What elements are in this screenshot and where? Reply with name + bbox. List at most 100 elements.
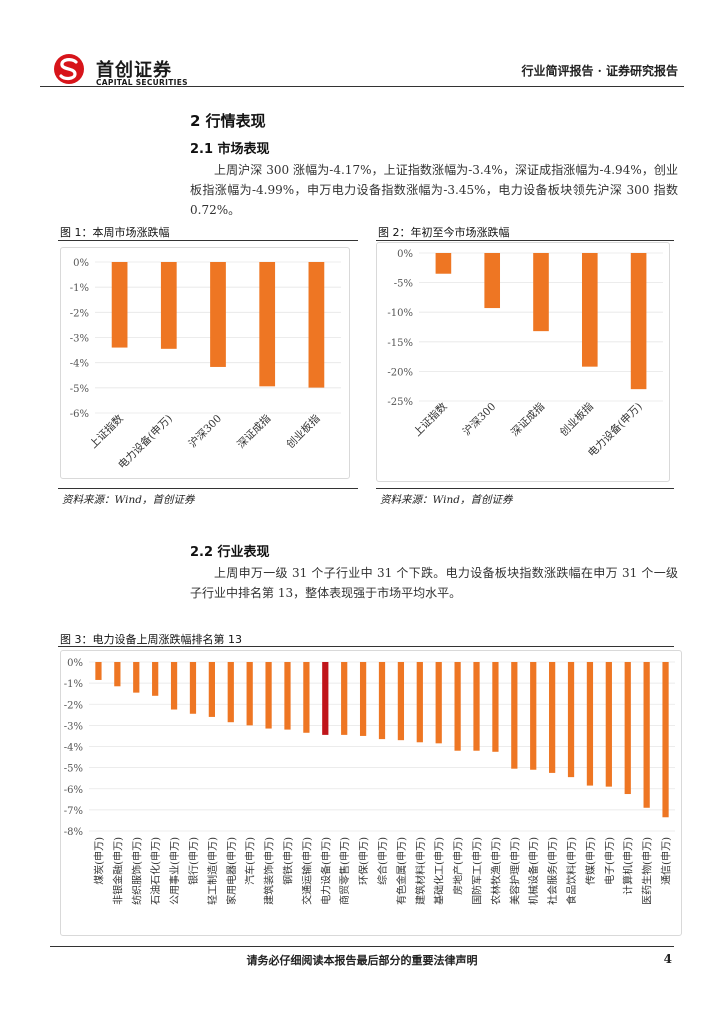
bar <box>530 662 537 770</box>
y-tick-label: -6% <box>64 785 83 796</box>
x-category-label: 银行(申万) <box>187 837 200 885</box>
bar <box>210 262 226 367</box>
bar <box>246 662 253 726</box>
y-tick-label: -5% <box>64 764 83 775</box>
y-tick-label: -4% <box>64 743 83 754</box>
x-category-label: 创业板指 <box>284 412 323 451</box>
figure-3-top-rule <box>58 646 674 647</box>
bar <box>189 662 197 714</box>
y-tick-label: -2% <box>64 700 83 711</box>
x-category-label: 机械设备(申万) <box>527 837 540 905</box>
x-category-label: 综合(申万) <box>376 837 389 885</box>
x-category-label: 上证指数 <box>87 412 126 451</box>
x-category-label: 美容护理(申万) <box>508 837 521 905</box>
x-category-label: 钢铁(申万) <box>281 837 294 885</box>
figure-1-top-rule <box>58 240 358 241</box>
bar <box>643 662 650 808</box>
y-tick-label: -25% <box>387 397 413 408</box>
x-category-label: 农林牧渔(申万) <box>489 837 502 905</box>
x-category-label: 汽车(申万) <box>244 837 257 885</box>
bar <box>397 662 405 741</box>
x-category-label: 传媒(申万) <box>584 837 597 885</box>
x-category-label: 商贸零售(申万) <box>338 837 351 905</box>
x-category-label: 社会服务(申万) <box>546 837 559 905</box>
y-tick-label: -15% <box>387 338 413 349</box>
bar <box>581 253 598 367</box>
figure-1-source: 资料来源：Wind，首创证券 <box>62 494 195 506</box>
x-category-label: 家用电器(申万) <box>225 837 238 905</box>
x-category-label: 轻工制造(申万) <box>206 837 219 905</box>
bar <box>170 662 178 710</box>
bar <box>492 662 499 752</box>
bar <box>359 662 367 736</box>
x-category-label: 计算机(申万) <box>622 837 635 895</box>
figure-2-chart: 0%-5%-10%-15%-20%-25%上证指数 沪深300 深证成指 创业板指电力… <box>387 249 663 459</box>
x-category-label: 沪深300 <box>186 412 224 450</box>
y-tick-label: 0% <box>397 249 413 260</box>
bar <box>111 262 128 348</box>
bar <box>227 662 234 723</box>
y-tick-label: -20% <box>387 367 413 378</box>
figure-2-bottom-rule <box>376 488 674 489</box>
bar <box>322 662 329 735</box>
x-category-label: 建筑材料(申万) <box>414 837 427 905</box>
subsection-industry-title: 2.2 行业表现 <box>190 545 270 560</box>
x-category-label: 深证成指 <box>508 400 547 439</box>
legal-disclaimer: 请务必仔细阅读本报告最后部分的重要法律声明 <box>246 954 478 967</box>
y-tick-label: -4% <box>70 359 89 370</box>
y-tick-label: -10% <box>387 308 413 319</box>
bar <box>586 662 594 786</box>
x-category-label: 沪深300 <box>460 400 498 438</box>
y-tick-label: -1% <box>70 283 89 294</box>
logo-text-en: CAPITAL SECURITIES <box>96 78 188 87</box>
figure-1-caption: 图 1：本周市场涨跌幅 <box>60 226 170 239</box>
y-tick-label: -2% <box>70 308 89 319</box>
bar <box>378 662 386 740</box>
bar <box>265 662 272 729</box>
bar <box>133 662 140 693</box>
logo-text-cn: 首创证券 <box>96 60 172 81</box>
capital-securities-logo-icon <box>54 54 84 84</box>
y-tick-label: -6% <box>70 409 89 420</box>
bar <box>567 662 575 778</box>
bar <box>341 662 348 735</box>
figure-2-caption: 图 2：年初至今市场涨跌幅 <box>378 226 510 239</box>
y-tick-label: -7% <box>64 806 83 817</box>
figure-3-chart-frame: 0% -1% -2% -3% -4% -5% -6% -7% -8% 煤炭(申万) 非银金融(申万)… <box>60 650 682 936</box>
bar <box>662 662 669 818</box>
x-category-label: 非银金融(申万) <box>111 837 124 905</box>
bar <box>435 662 442 744</box>
x-category-label: 医药生物(申万) <box>641 837 654 905</box>
bar <box>533 253 549 332</box>
bar <box>549 662 556 773</box>
y-tick-label: -3% <box>70 334 89 345</box>
bar <box>454 662 461 751</box>
bar <box>630 253 647 390</box>
report-type: 行业简评报告 · 证券研究报告 <box>521 64 678 78</box>
x-category-label: 建筑装饰(申万) <box>263 837 276 905</box>
x-category-label: 电子(申万) <box>603 837 616 885</box>
figure-3-caption: 图 3：电力设备上周涨跌幅排名第 13 <box>60 633 242 646</box>
x-category-label: 石油石化(申万) <box>149 837 162 905</box>
y-tick-label: -8% <box>64 827 83 838</box>
y-tick-label: 0% <box>67 658 83 669</box>
x-category-label: 通信(申万) <box>660 837 673 885</box>
bar <box>435 253 452 274</box>
market-paragraph: 上周沪深 300 涨幅为-4.17%，上证指数涨幅为-3.4%，深证成指涨幅为-… <box>190 163 678 217</box>
bar <box>303 662 310 733</box>
figure-1-bottom-rule <box>58 488 358 489</box>
x-category-label: 上证指数 <box>411 400 450 439</box>
page-number: 4 <box>663 952 672 966</box>
x-category-label: 深证成指 <box>234 412 273 451</box>
subsection-market-title: 2.1 市场表现 <box>190 142 270 157</box>
bar <box>511 662 518 769</box>
bar <box>208 662 215 717</box>
x-category-label: 电力设备(申万) <box>319 837 332 905</box>
y-tick-label: 0% <box>73 258 89 269</box>
bar <box>114 662 121 687</box>
y-tick-label: -5% <box>70 384 89 395</box>
header-divider <box>40 86 684 87</box>
bar <box>624 662 631 795</box>
x-category-label: 基础化工(申万) <box>433 837 446 905</box>
